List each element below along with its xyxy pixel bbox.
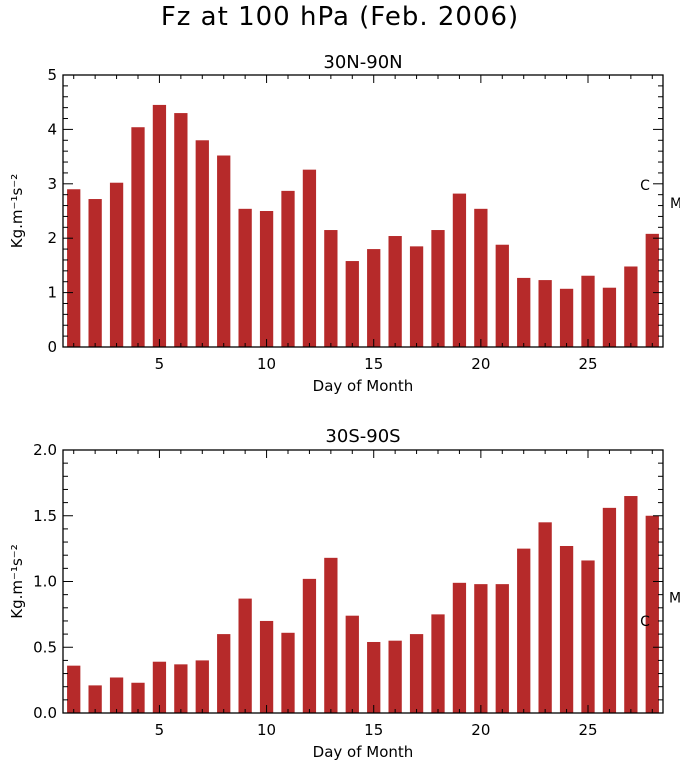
bar-day-28 (645, 515, 659, 713)
bar-day-28 (645, 233, 659, 347)
bar-day-11 (281, 190, 295, 347)
y-tick-label: 2.0 (33, 441, 57, 459)
y-tick-label: 3 (47, 175, 57, 193)
bar-day-24 (559, 288, 574, 347)
y-axis-label: Kg.m⁻¹s⁻² (8, 174, 26, 248)
bar-day-8 (217, 634, 231, 713)
bar-day-8 (217, 155, 231, 347)
bar-day-25 (581, 560, 595, 713)
bar-day-19 (452, 193, 467, 347)
bar-day-15 (367, 641, 381, 713)
bar-day-16 (388, 236, 402, 347)
bar-day-5 (152, 661, 167, 713)
bar-day-7 (195, 660, 209, 713)
panel-title: 30N-90N (323, 52, 402, 73)
x-tick-label: 5 (155, 721, 165, 739)
bar-day-7 (195, 140, 209, 347)
marker-m: M (670, 196, 680, 212)
bar-day-1 (67, 189, 81, 347)
bar-day-9 (238, 208, 252, 347)
x-tick-label: 5 (155, 355, 165, 373)
x-tick-label: 25 (578, 355, 597, 373)
x-axis-label: Day of Month (313, 743, 414, 761)
x-tick-label: 15 (364, 355, 383, 373)
bar-day-2 (88, 199, 102, 347)
bar-day-16 (388, 640, 402, 713)
plot-frame (62, 74, 664, 348)
bar-day-6 (174, 664, 188, 713)
y-tick-label: 1.5 (33, 507, 57, 525)
x-tick-label: 10 (257, 721, 276, 739)
bar-day-18 (431, 230, 445, 347)
x-tick-label: 15 (364, 721, 383, 739)
bar-day-25 (581, 275, 595, 347)
y-tick-label: 5 (47, 66, 57, 84)
bar-day-26 (602, 287, 617, 347)
figure-title: Fz at 100 hPa (Feb. 2006) (160, 2, 520, 32)
bar-day-17 (409, 634, 424, 713)
marker-m: M (669, 590, 680, 606)
panel-30s-90s: 5 10 15 20 25 0.0 0.5 1.0 1.5 2.0 30S-90S Day of Mo… (8, 426, 680, 761)
bar-day-26 (602, 507, 617, 713)
panel-30n-90n: 5 10 15 20 25 0 1 2 3 4 5 30N-90N Day of Month Kg.m⁻¹… (8, 52, 680, 395)
bar-day-22 (517, 548, 531, 713)
y-tick-label: 0.5 (33, 638, 57, 656)
bar-day-19 (452, 582, 467, 713)
bar-day-27 (624, 266, 638, 347)
bar-day-20 (474, 584, 488, 713)
bar-day-23 (538, 522, 552, 713)
bar-day-14 (345, 261, 359, 347)
bar-day-12 (302, 578, 317, 713)
y-tick-label: 2 (47, 229, 57, 247)
bar-day-6 (174, 113, 188, 347)
bar-day-14 (345, 615, 359, 713)
x-axis-label: Day of Month (313, 377, 414, 395)
bar-day-13 (324, 557, 338, 713)
bar-day-4 (131, 127, 145, 347)
bar-day-10 (259, 211, 274, 347)
y-tick-label: 0.0 (33, 704, 57, 722)
y-tick-label: 1.0 (33, 573, 57, 591)
x-tick-label: 10 (257, 355, 276, 373)
bar-day-24 (559, 545, 574, 713)
bar-day-22 (517, 277, 531, 347)
y-tick-label: 1 (47, 284, 57, 302)
bar-day-9 (238, 598, 252, 713)
bar-day-18 (431, 614, 445, 713)
bar-day-21 (495, 584, 509, 713)
x-tick-label: 25 (578, 721, 597, 739)
bar-day-15 (367, 249, 381, 347)
bar-day-27 (624, 496, 638, 713)
x-tick-label: 20 (471, 355, 490, 373)
y-tick-label: 4 (47, 120, 57, 138)
bar-day-5 (152, 104, 167, 347)
panel-title: 30S-90S (325, 426, 400, 447)
bar-day-20 (474, 208, 488, 347)
bar-day-2 (88, 685, 102, 713)
bar-day-1 (67, 665, 81, 713)
y-tick-label: 0 (47, 338, 57, 356)
y-axis-label: Kg.m⁻¹s⁻² (8, 544, 26, 618)
bar-day-11 (281, 632, 295, 713)
bar-day-3 (109, 677, 124, 713)
bar-day-12 (302, 169, 317, 347)
bar-day-13 (324, 230, 338, 347)
x-tick-label: 20 (471, 721, 490, 739)
bar-day-17 (409, 246, 424, 347)
bar-day-3 (109, 182, 124, 347)
bar-day-10 (259, 620, 274, 713)
marker-c: C (640, 614, 650, 630)
bar-day-23 (538, 280, 552, 347)
bar-day-21 (495, 244, 509, 347)
bar-day-4 (131, 682, 145, 713)
marker-c: C (640, 178, 650, 194)
